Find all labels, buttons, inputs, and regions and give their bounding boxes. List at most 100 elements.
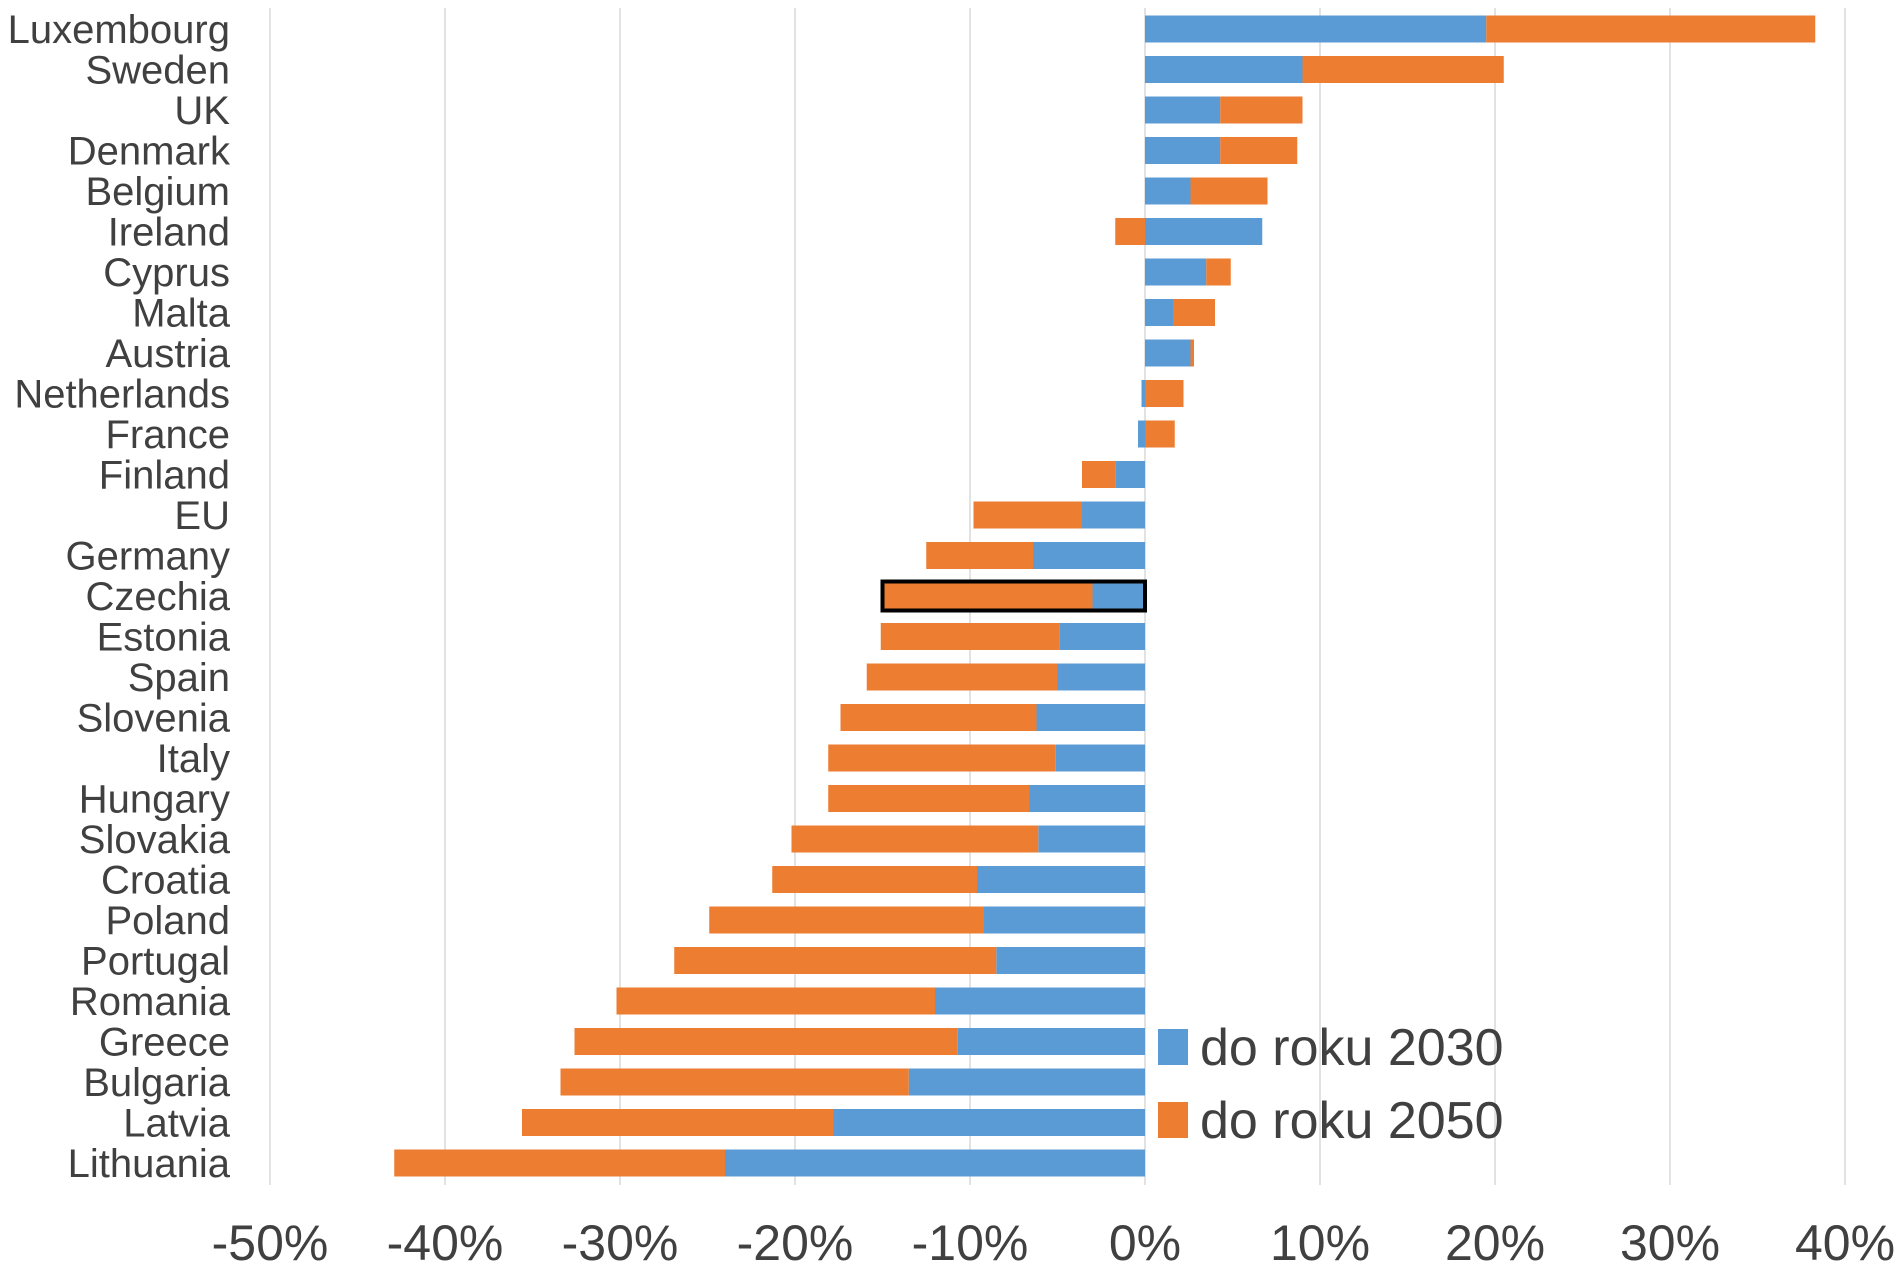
bar-portugal-2030: [996, 947, 1145, 974]
bar-france-2030: [1138, 420, 1145, 448]
bar-ireland-2050: [1115, 218, 1145, 245]
bar-czechia-2030: [1092, 582, 1145, 610]
legend-swatch-1: [1158, 1029, 1188, 1065]
bar-latvia-2030: [833, 1109, 1145, 1136]
bar-greece-2030: [957, 1028, 1145, 1055]
x-tick-label: 40%: [1795, 1215, 1895, 1271]
bar-austria-2050: [1190, 339, 1194, 367]
bar-belgium-2050: [1190, 177, 1268, 205]
bar-slovakia-2030: [1038, 825, 1145, 853]
category-label-austria: Austria: [106, 332, 231, 376]
category-label-uk: UK: [174, 89, 230, 133]
bar-spain-2050: [866, 663, 1058, 691]
category-label-malta: Malta: [132, 292, 231, 336]
bar-italy-2050: [828, 744, 1056, 772]
bar-poland-2050: [709, 906, 984, 934]
bar-germany-2050: [926, 542, 1033, 569]
bar-finland-2050: [1082, 461, 1116, 488]
bar-portugal-2050: [674, 947, 997, 974]
x-tick-label: 20%: [1445, 1215, 1545, 1271]
bar-czechia-2050: [882, 582, 1093, 610]
bar-romania-2050: [616, 987, 935, 1015]
x-tick-label: -20%: [737, 1215, 854, 1271]
bar-greece-2050: [574, 1028, 958, 1055]
x-tick-label: -40%: [387, 1215, 504, 1271]
bar-hungary-2030: [1029, 785, 1145, 812]
bar-croatia-2050: [772, 866, 977, 893]
category-label-estonia: Estonia: [97, 616, 231, 660]
category-label-spain: Spain: [128, 656, 230, 700]
x-tick-label: 0%: [1109, 1215, 1181, 1271]
category-label-france: France: [106, 413, 231, 457]
bar-malta-2050: [1173, 299, 1215, 326]
bar-romania-2030: [935, 987, 1145, 1015]
bar-uk-2050: [1220, 96, 1303, 124]
bar-luxembourg-2050: [1486, 15, 1816, 43]
bar-cyprus-2050: [1206, 258, 1231, 286]
x-tick-label: -10%: [912, 1215, 1029, 1271]
category-label-finland: Finland: [99, 454, 230, 498]
x-tick-labels: -50% -40% -30% -20% -10% 0% 10% 20% 30% 40%: [212, 1215, 1895, 1271]
category-label-belgium: Belgium: [85, 170, 230, 214]
category-label-netherlands: Netherlands: [14, 373, 230, 417]
category-label-italy: Italy: [157, 737, 230, 781]
legend-label-1: do roku 2030: [1200, 1019, 1504, 1077]
bar-germany-2030: [1033, 542, 1145, 569]
legend: do roku 2030 do roku 2050: [1158, 1019, 1504, 1150]
x-tick-label: -30%: [562, 1215, 679, 1271]
bar-denmark-2050: [1220, 137, 1298, 164]
category-label-eu: EU: [174, 494, 230, 538]
bar-uk-2030: [1145, 96, 1221, 124]
bar-italy-2030: [1055, 744, 1145, 772]
category-label-luxembourg: Luxembourg: [8, 8, 230, 52]
bar-austria-2030: [1145, 339, 1191, 367]
bar-netherlands-2030: [1141, 380, 1145, 407]
bar-ireland-2030: [1145, 218, 1263, 245]
x-tick-label: -50%: [212, 1215, 329, 1271]
bar-latvia-2050: [522, 1109, 834, 1136]
bar-eu-2050: [973, 501, 1082, 529]
category-label-sweden: Sweden: [85, 49, 230, 93]
x-tick-label: 30%: [1620, 1215, 1720, 1271]
category-label-cyprus: Cyprus: [103, 251, 230, 295]
bar-estonia-2030: [1059, 623, 1145, 650]
bar-sweden-2050: [1302, 56, 1504, 83]
bar-slovenia-2030: [1036, 704, 1145, 731]
category-label-poland: Poland: [105, 899, 230, 943]
category-label-romania: Romania: [70, 980, 231, 1024]
x-tick-label: 10%: [1270, 1215, 1370, 1271]
bar-lithuania-2050: [394, 1149, 725, 1177]
bar-eu-2030: [1082, 501, 1145, 529]
bar-bulgaria-2050: [560, 1068, 909, 1096]
category-label-lithuania: Lithuania: [68, 1142, 231, 1186]
bar-denmark-2030: [1145, 137, 1221, 164]
category-label-bulgaria: Bulgaria: [83, 1061, 231, 1105]
category-label-croatia: Croatia: [101, 859, 231, 903]
bar-finland-2030: [1115, 461, 1145, 488]
bar-slovenia-2050: [840, 704, 1037, 731]
bar-france-2050: [1145, 420, 1175, 448]
category-label-ireland: Ireland: [108, 211, 230, 255]
category-labels: LuxembourgSwedenUKDenmarkBelgiumIrelandC…: [8, 8, 231, 1186]
bar-sweden-2030: [1145, 56, 1303, 83]
category-label-germany: Germany: [66, 535, 231, 579]
bar-bulgaria-2030: [908, 1068, 1145, 1096]
bar-hungary-2050: [828, 785, 1030, 812]
bar-netherlands-2050: [1145, 380, 1184, 407]
bars: [394, 15, 1816, 1177]
category-label-slovakia: Slovakia: [79, 818, 231, 862]
category-label-czechia: Czechia: [85, 575, 230, 619]
bar-lithuania-2030: [725, 1149, 1145, 1177]
bar-cyprus-2030: [1145, 258, 1207, 286]
legend-label-2: do roku 2050: [1200, 1092, 1504, 1150]
bar-estonia-2050: [880, 623, 1060, 650]
category-label-slovenia: Slovenia: [77, 697, 231, 741]
bar-spain-2030: [1057, 663, 1145, 691]
bar-croatia-2030: [977, 866, 1145, 893]
bar-belgium-2030: [1145, 177, 1191, 205]
category-label-latvia: Latvia: [123, 1102, 230, 1146]
legend-swatch-2: [1158, 1102, 1188, 1138]
category-label-hungary: Hungary: [79, 778, 230, 822]
category-label-portugal: Portugal: [81, 940, 230, 984]
